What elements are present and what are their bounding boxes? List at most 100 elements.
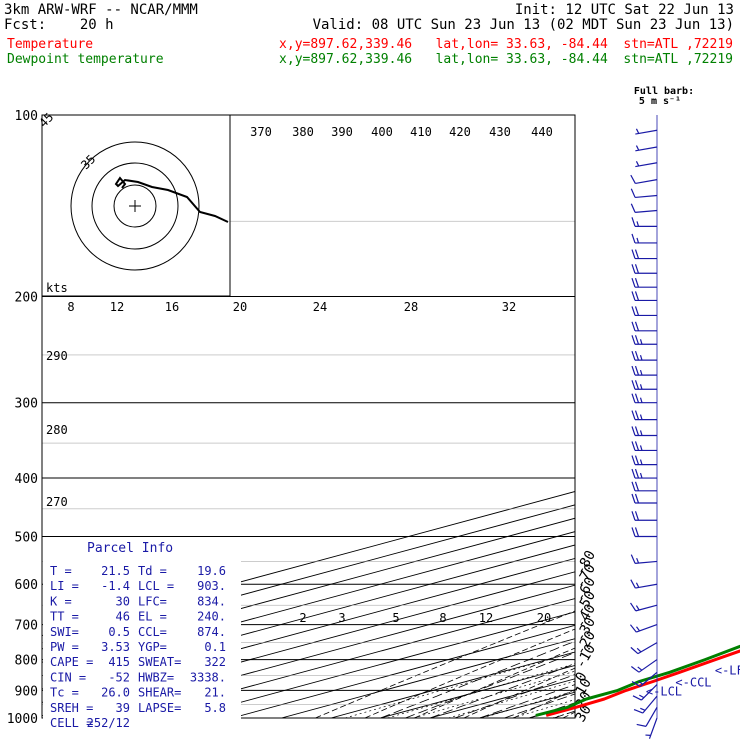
parcel-info-cell: 21.5 <box>101 564 130 578</box>
dry-adiabat <box>711 115 740 718</box>
mixing-ratio-line <box>512 584 740 718</box>
mixing-ratio-label-upper: 32 <box>502 300 516 314</box>
dry-adiabat <box>315 115 740 718</box>
parcel-info-cell: 903. <box>197 579 226 593</box>
wind-barb <box>632 322 657 331</box>
parcel-info-cell: SHEAR= <box>138 686 181 700</box>
theta-label: 410 <box>410 125 432 139</box>
wind-barb <box>632 335 657 344</box>
sounding-annotations: <-EL<-LFC<-CCL<-LCLM <box>646 337 740 698</box>
parcel-info-cell: 26.0 <box>101 686 130 700</box>
moist-adiabat <box>504 297 740 719</box>
parcel-info-cell: EL = <box>138 610 167 624</box>
mixing-ratio-label-lower: 20 <box>537 611 551 625</box>
wind-barb <box>632 250 657 259</box>
parcel-info-cell: PW = <box>50 640 79 654</box>
wind-barb <box>632 527 657 536</box>
barb-key-line2: 5 m s⁻¹ <box>639 96 681 107</box>
pressure-label-400: 400 <box>15 472 38 487</box>
wind-barb <box>631 660 657 673</box>
isotherm-line <box>282 115 740 718</box>
wind-barb <box>632 469 657 478</box>
parcel-info-cell: 46 <box>116 610 130 624</box>
parcel-info-cell: 21. <box>204 686 226 700</box>
wind-barb <box>631 555 657 564</box>
parcel-info-cell: 19.6 <box>197 564 226 578</box>
isotherm-line <box>678 115 740 718</box>
moist-adiabat <box>455 297 740 719</box>
wind-barb <box>631 204 657 213</box>
parcel-info-cell: CCL= <box>138 625 167 639</box>
wind-barb <box>632 217 657 226</box>
legend-temperature-info: x,y=897.62,339.46 lat,lon= 33.63, -84.44… <box>279 37 733 52</box>
lfc-marker: <-LFC <box>715 663 740 677</box>
mixing-ratio-label-upper: 16 <box>165 300 179 314</box>
wind-barb <box>632 494 657 503</box>
wind-barb <box>635 146 657 151</box>
parcel-info-cell: 0.5 <box>108 625 130 639</box>
parcel-info-cell: 30 <box>116 594 130 608</box>
parcel-info-cell: 5.8 <box>204 701 226 715</box>
parcel-info-cell: Tc = <box>50 686 79 700</box>
mixing-ratio-label-lower: 12 <box>479 611 493 625</box>
wind-barb <box>632 482 657 491</box>
wind-barb <box>637 707 657 726</box>
parcel-info-cell: 834. <box>197 594 226 608</box>
wind-barb <box>631 643 657 654</box>
parcel-info-cell: 240. <box>197 610 226 624</box>
parcel-info-cell: LI = <box>50 579 79 593</box>
theta-label: 380 <box>292 125 314 139</box>
parcel-info-cell: 0.1 <box>204 640 226 654</box>
isotherm-line <box>579 115 740 718</box>
mixing-ratio-label-lower: 8 <box>439 611 446 625</box>
wind-barb <box>632 441 657 450</box>
legend-dewpoint-label: Dewpoint temperature <box>7 52 164 67</box>
parcel-info-cell: YGP= <box>138 640 167 654</box>
parcel-info-cell: 874. <box>197 625 226 639</box>
hodograph-kts-label: kts <box>46 281 68 295</box>
mixing-ratio-label-upper: 28 <box>404 300 418 314</box>
parcel-info-cell: LFC= <box>138 594 167 608</box>
parcel-info-cell: 3338. <box>190 670 226 684</box>
wind-barb <box>631 580 657 588</box>
wind-barb <box>635 161 657 166</box>
dry-adiabat <box>464 115 740 718</box>
theta-label: 430 <box>489 125 511 139</box>
mixing-ratio-label-lower: 3 <box>338 611 345 625</box>
mixing-ratio-label-lower: 5 <box>392 611 399 625</box>
pressure-label-100: 100 <box>15 109 38 124</box>
pressure-label-800: 800 <box>15 654 38 669</box>
parcel-info-cell: CAPE = <box>50 655 93 669</box>
dry-adiabat <box>365 115 740 718</box>
isotherm-line <box>381 115 740 718</box>
mixing-ratio-label-upper: 24 <box>313 300 327 314</box>
wind-barb <box>631 189 657 198</box>
wind-barb <box>635 129 657 134</box>
dry-adiabat <box>662 115 740 718</box>
parcel-info-cell: SWI= <box>50 625 79 639</box>
parcel-info-cell: TT = <box>50 610 79 624</box>
theta-side-label: 270 <box>46 495 68 509</box>
dry-adiabat <box>513 115 740 718</box>
parcel-info-cell: 322 <box>204 655 226 669</box>
wind-barb <box>632 411 657 420</box>
moist-adiabat <box>480 297 740 719</box>
theta-label: 440 <box>531 125 553 139</box>
wind-barb <box>632 234 657 243</box>
legend-dewpoint-info: x,y=897.62,339.46 lat,lon= 33.63, -84.44… <box>279 52 733 67</box>
mixing-ratio-label-upper: 20 <box>233 300 247 314</box>
isotherm-line <box>183 115 740 718</box>
isotherm-line <box>331 115 740 718</box>
pressure-label-600: 600 <box>15 578 38 593</box>
parcel-info-cell: T = <box>50 564 72 578</box>
wind-barb <box>632 456 657 465</box>
theta-label: 400 <box>371 125 393 139</box>
parcel-info-cell: LAPSE= <box>138 701 181 715</box>
moist-adiabat <box>381 297 740 719</box>
lcl-marker: <-LCL <box>646 684 682 698</box>
moist-adiabats <box>381 297 740 719</box>
moist-adiabat <box>405 297 740 719</box>
